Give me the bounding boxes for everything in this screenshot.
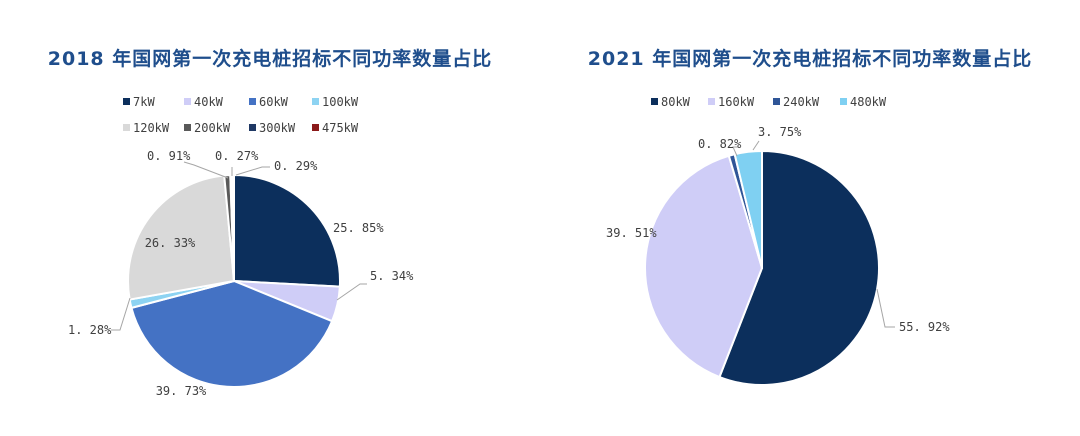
pie2018-data-label-7kW: 25. 85%	[333, 221, 384, 235]
chart-panel-2018: 2018 年国网第一次充电桩招标不同功率数量占比 7kW 40kW 60kW 100k…	[47, 48, 493, 398]
legend-label-300kW: 300kW	[259, 121, 296, 135]
legend-label-160kW: 160kW	[718, 95, 755, 109]
legend-label-475kW: 475kW	[322, 121, 359, 135]
legend-label-480kW: 480kW	[850, 95, 887, 109]
chart-title-2021: 2021 年国网第一次充电桩招标不同功率数量占比	[587, 48, 1033, 70]
legend-label-240kW: 240kW	[783, 95, 820, 109]
legend-swatch-160kW	[708, 98, 715, 105]
legend-label-100kW: 100kW	[322, 95, 359, 109]
legend-label-40kW: 40kW	[194, 95, 224, 109]
legend-swatch-475kW	[312, 124, 319, 131]
pie2021-data-label-80kW: 55. 92%	[899, 320, 950, 334]
legend-swatch-60kW	[249, 98, 256, 105]
legend-swatch-100kW	[312, 98, 319, 105]
legend-swatch-480kW	[840, 98, 847, 105]
legend-swatch-80kW	[651, 98, 658, 105]
pie2018-data-label-100kW: 1. 28%	[68, 323, 112, 337]
legend-label-120kW: 120kW	[133, 121, 170, 135]
legend-swatch-300kW	[249, 124, 256, 131]
pie2018-data-label-120kW: 26. 33%	[145, 236, 196, 250]
pie2021-leader-line-480kW	[752, 140, 760, 151]
pie2018-data-label-300kW: 0. 27%	[215, 149, 259, 163]
legend-label-80kW: 80kW	[661, 95, 691, 109]
pie2018-data-label-475kW: 0. 29%	[274, 159, 318, 173]
pie2021-leader-line-80kW	[876, 288, 895, 328]
pie2021-leader-line-240kW	[732, 146, 739, 157]
pie2018-leader-line-40kW	[336, 283, 367, 301]
legend-swatch-200kW	[184, 124, 191, 131]
pie2021-slice-480kW	[733, 150, 763, 269]
pie2018-data-label-40kW: 5. 34%	[370, 269, 414, 283]
legend-label-7kW: 7kW	[133, 95, 155, 109]
chart-title-2018: 2018 年国网第一次充电桩招标不同功率数量占比	[47, 48, 493, 70]
pie2018-leader-line-475kW	[235, 166, 270, 176]
pie2018-slice-120kW	[127, 174, 235, 301]
legend-swatch-7kW	[123, 98, 130, 105]
pie2018-leader-line-200kW	[183, 161, 229, 179]
pie2018-slice-7kW	[233, 174, 341, 288]
legend-label-200kW: 200kW	[194, 121, 231, 135]
pie2018-data-label-200kW: 0. 91%	[147, 149, 191, 163]
pie-chart-2018: 7kW 40kW 60kW 100kW 120kW 200kW 300kW 475kW 25. …	[68, 95, 414, 398]
chart-panel-2021: 2021 年国网第一次充电桩招标不同功率数量占比 80kW 160kW 240kW 4…	[540, 0, 1080, 436]
legend-swatch-120kW	[123, 124, 130, 131]
legend-swatch-40kW	[184, 98, 191, 105]
legend-swatch-240kW	[773, 98, 780, 105]
pie2021-slice-160kW	[643, 154, 763, 378]
pie2021-data-label-160kW: 39. 51%	[606, 226, 657, 240]
pie2018-slice-60kW	[130, 280, 334, 388]
pie-chart-2021: 80kW 160kW 240kW 480kW 55. 92% 39. 51% 0. 82% 3…	[606, 95, 950, 386]
pie2021-data-label-480kW: 3. 75%	[758, 125, 802, 139]
pie2021-data-label-240kW: 0. 82%	[698, 137, 742, 151]
pie2018-data-label-60kW: 39. 73%	[156, 384, 207, 398]
pie2018-leader-line-100kW	[111, 297, 131, 331]
legend-label-60kW: 60kW	[259, 95, 289, 109]
